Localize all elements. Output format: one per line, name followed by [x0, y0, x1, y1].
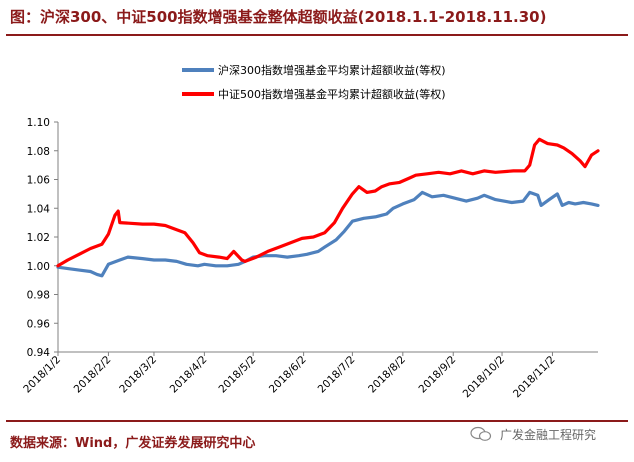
line-chart: 沪深300指数增强基金平均累计超额收益(等权) 中证500指数增强基金平均累计超额… [21, 63, 600, 400]
y-tick-label: 0.98 [27, 290, 50, 302]
x-tick-label: 2018/8/2 [366, 354, 408, 396]
wechat-icon [470, 426, 492, 441]
y-tick-label: 1.10 [27, 117, 50, 129]
top-divider [6, 34, 628, 36]
series-group [56, 137, 600, 278]
x-tick-label: 2018/4/2 [168, 354, 210, 396]
x-tick-label: 2018/1/2 [21, 354, 63, 396]
x-tick-label: 2018/10/2 [461, 354, 508, 401]
y-tick-label: 1.08 [27, 146, 50, 158]
bottom-divider [6, 420, 628, 422]
watermark: 广发金融工程研究 [500, 428, 597, 442]
legend: 沪深300指数增强基金平均累计超额收益(等权) 中证500指数增强基金平均累计超额… [182, 63, 446, 101]
x-tick-label: 2018/2/2 [72, 354, 114, 396]
x-tick-label: 2018/11/2 [511, 354, 558, 401]
data-source: 数据来源：Wind，广发证券发展研究中心 [10, 436, 256, 451]
y-tick-label: 1.06 [27, 175, 51, 187]
y-tick-label: 1.04 [27, 203, 51, 215]
x-tick-label: 2018/5/2 [216, 354, 258, 396]
series-line-hs300 [56, 190, 600, 278]
x-tick-label: 2018/3/2 [117, 354, 159, 396]
x-tick-label: 2018/6/2 [267, 354, 309, 396]
y-tick-label: 1.00 [27, 261, 50, 273]
legend-label: 沪深300指数增强基金平均累计超额收益(等权) [218, 63, 446, 77]
y-tick-label: 1.02 [27, 232, 50, 244]
y-tick-label: 0.96 [27, 318, 51, 330]
axes: 0.94 0.96 0.98 1.00 1.02 1.04 1.06 1.08 1.10 2018… [21, 117, 598, 400]
y-tick-label: 0.94 [27, 347, 51, 359]
x-tick-label: 2018/7/2 [316, 354, 358, 396]
x-tick-label: 2018/9/2 [417, 354, 459, 396]
legend-label: 中证500指数增强基金平均累计超额收益(等权) [218, 87, 446, 101]
chart-title: 图：沪深300、中证500指数增强基金整体超额收益(2018.1.1-2018.… [10, 8, 547, 26]
series-line-zz500 [56, 137, 600, 268]
